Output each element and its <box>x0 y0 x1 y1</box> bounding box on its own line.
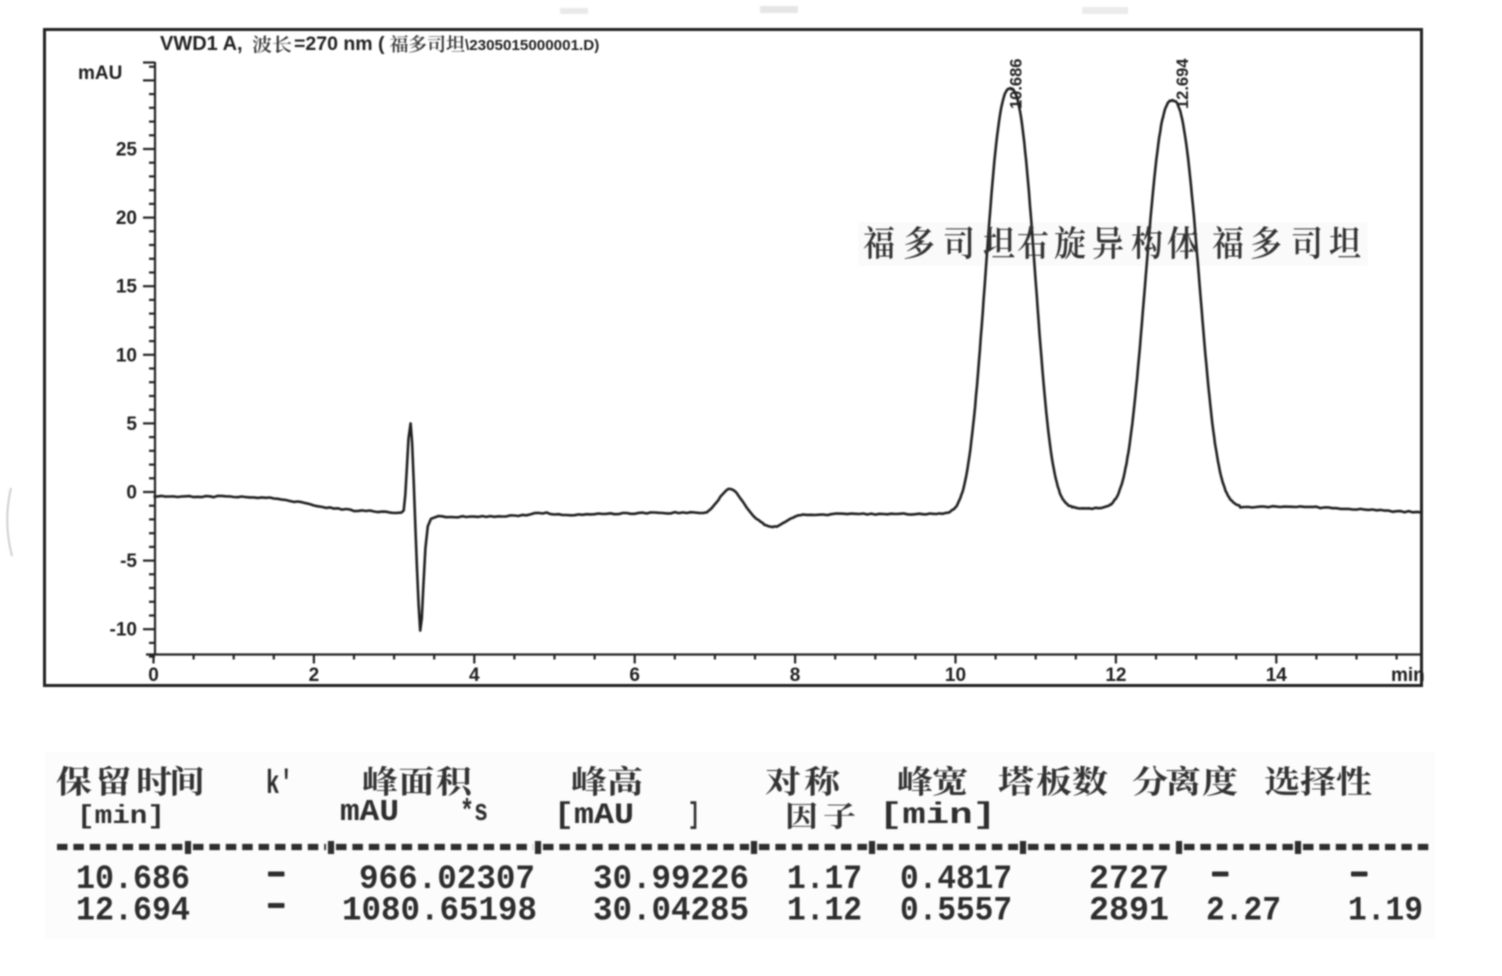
svg-text:0.4817: 0.4817 <box>900 861 1012 899</box>
svg-text:4: 4 <box>469 665 480 686</box>
svg-text:mAU: mAU <box>340 795 399 830</box>
svg-text:14: 14 <box>1266 665 1288 686</box>
svg-text:1080.65198: 1080.65198 <box>342 893 537 931</box>
svg-text:8: 8 <box>790 665 801 686</box>
svg-text:2: 2 <box>309 665 320 686</box>
svg-text:12.694: 12.694 <box>76 893 190 931</box>
svg-text:0: 0 <box>148 665 159 686</box>
svg-text:1.17: 1.17 <box>787 861 862 899</box>
svg-text:-5: -5 <box>120 551 137 572</box>
svg-text:20: 20 <box>116 208 137 229</box>
svg-text:30.99226: 30.99226 <box>593 861 749 899</box>
svg-text:12.694: 12.694 <box>1174 58 1192 109</box>
svg-text:[min]: [min] <box>77 801 165 831</box>
svg-text:VWD1 A,: VWD1 A, <box>160 33 243 55</box>
svg-text:966.02307: 966.02307 <box>359 861 535 899</box>
svg-text:30.04285: 30.04285 <box>593 893 749 931</box>
svg-text:2891: 2891 <box>1089 893 1169 931</box>
svg-text:\2305015000001.D): \2305015000001.D) <box>465 37 599 54</box>
svg-text:10: 10 <box>945 665 966 686</box>
svg-text:2727: 2727 <box>1089 861 1169 899</box>
svg-text:0.5557: 0.5557 <box>900 893 1012 931</box>
svg-text:1.19: 1.19 <box>1348 893 1423 931</box>
svg-text:25: 25 <box>116 140 138 161</box>
svg-text:10.686: 10.686 <box>76 861 190 899</box>
svg-text:=270 nm (: =270 nm ( <box>294 33 385 55</box>
svg-text:6: 6 <box>629 665 640 686</box>
svg-text:k': k' <box>266 766 293 803</box>
svg-text:12: 12 <box>1105 665 1126 686</box>
svg-text:1.12: 1.12 <box>787 893 862 931</box>
svg-text:min: min <box>1391 665 1425 686</box>
svg-text:]: ] <box>688 799 700 833</box>
svg-text:15: 15 <box>116 277 138 298</box>
svg-text:*s: *s <box>460 795 488 830</box>
svg-text:[mAU: [mAU <box>554 799 634 833</box>
svg-text:[min]: [min] <box>879 799 996 833</box>
svg-text:mAU: mAU <box>78 63 122 84</box>
svg-text:2.27: 2.27 <box>1206 893 1281 931</box>
svg-text:0: 0 <box>126 483 137 504</box>
svg-text:5: 5 <box>126 414 137 435</box>
svg-text:-10: -10 <box>110 620 137 641</box>
svg-text:10: 10 <box>116 345 137 366</box>
svg-text:10.686: 10.686 <box>1008 59 1026 109</box>
